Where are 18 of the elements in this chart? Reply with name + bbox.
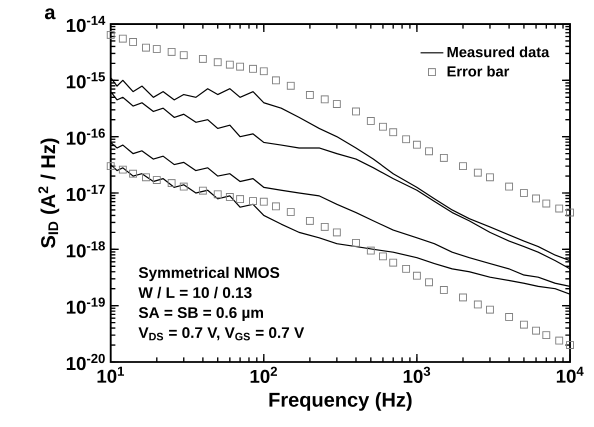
x-tick-label: 10$^{4}$ — [556, 366, 584, 383]
x-axis-title: Frequency (Hz) — [269, 392, 412, 411]
text: a — [44, 8, 56, 20]
y-tick-label: 10$^{-18}$ — [66, 241, 105, 258]
y-axis-title: S$_{ID}$ (A$^{2}$ / Hz) — [38, 138, 60, 248]
y-tick-label: 10$^{-19}$ — [66, 298, 105, 314]
y-tick-label: 10$^{-17}$ — [66, 184, 105, 202]
x-tick-label: 10$^{2}$ — [250, 366, 277, 383]
legend-label: Error bar — [448, 66, 510, 77]
y-tick-label: 10$^{-15}$ — [66, 72, 105, 88]
annotation: V$_{DS}$ = 0.7 V, V$_{GS}$ = 0.7 V — [138, 327, 304, 340]
y-tick-label: 10$^{-16}$ — [66, 128, 105, 145]
annotation: Symmetrical NMOS — [138, 266, 280, 282]
annotation: W / L = 10 / 0.13 — [138, 286, 252, 298]
y-tick-label: 10$^{-14}$ — [66, 16, 106, 32]
annotation: SA = SB = 0.6 µm — [138, 307, 264, 322]
legend-label: Measured data — [448, 46, 550, 58]
x-tick-label: 10$^{3}$ — [404, 366, 430, 383]
